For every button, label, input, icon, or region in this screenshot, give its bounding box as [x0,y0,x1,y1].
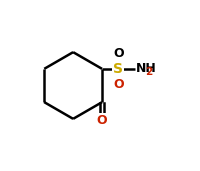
Text: S: S [113,62,123,76]
Text: O: O [112,78,123,91]
Text: NH: NH [135,62,156,75]
Text: 2: 2 [144,67,151,77]
Text: O: O [112,47,123,60]
Text: O: O [96,114,107,127]
